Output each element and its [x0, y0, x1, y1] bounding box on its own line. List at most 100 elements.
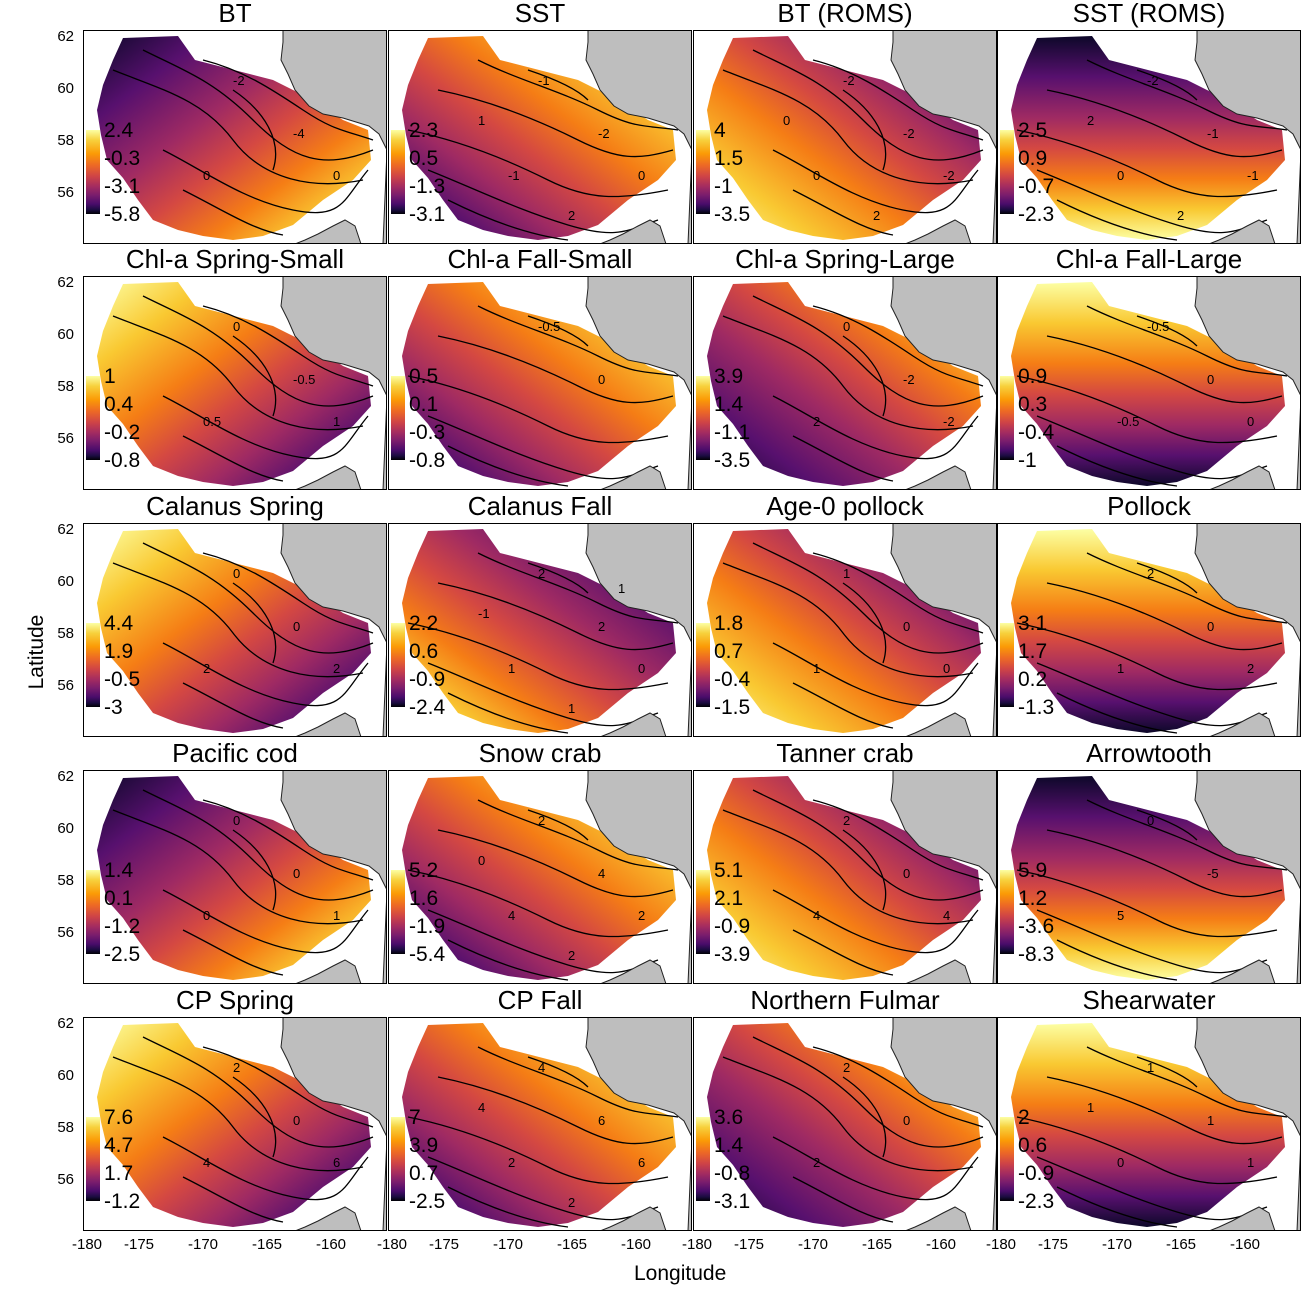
- contour-line: [112, 809, 364, 925]
- contour-label: 1: [618, 581, 625, 596]
- legend-value: 0.5: [409, 147, 439, 170]
- x-tick-label: -165: [1165, 1236, 1197, 1253]
- contour-line: [812, 552, 984, 634]
- contour-line: [752, 1036, 984, 1148]
- contour-label: -2: [943, 168, 955, 183]
- contour-line: [752, 49, 984, 161]
- legend-value: -8.3: [1018, 943, 1055, 966]
- y-tick-label: 58: [57, 378, 74, 395]
- legend-value: -1.2: [104, 915, 141, 938]
- contour-line: [772, 642, 979, 707]
- land-mass: [1194, 770, 1301, 984]
- contour-label: 0: [903, 1113, 910, 1128]
- legend-value: 0.6: [1018, 1134, 1048, 1157]
- legend-colorbar: [696, 1117, 710, 1201]
- map-panel: 2 0 2: [693, 1017, 997, 1231]
- y-tick-label: 62: [57, 768, 74, 785]
- legend-value: 3.9: [714, 365, 744, 388]
- land-mass: [1194, 523, 1301, 737]
- x-tick-label: -180: [71, 1236, 103, 1253]
- contour-label: 2: [203, 661, 210, 676]
- panel-title: CP Spring: [175, 985, 295, 1015]
- anomaly-surface: [97, 1023, 371, 1227]
- contour-line: [792, 682, 894, 729]
- legend-value: -0.3: [409, 421, 446, 444]
- legend-value: 1.2: [1018, 887, 1048, 910]
- contour-line: [447, 939, 569, 981]
- panel-title: SST: [514, 0, 566, 28]
- contour-label: -0.5: [1117, 414, 1139, 429]
- contour-line: [1016, 375, 1278, 444]
- y-tick-label: 60: [57, 820, 74, 837]
- contour-line: [407, 1116, 669, 1185]
- land-mass: [585, 770, 692, 984]
- legend-value: 0.7: [714, 640, 744, 663]
- contour-line: [232, 89, 277, 171]
- contour-line: [202, 59, 374, 141]
- anomaly-surface: [97, 776, 371, 980]
- legend-value: 4.4: [104, 612, 134, 635]
- legend-value: -3.1: [409, 203, 446, 226]
- panel-title: Snow crab: [478, 738, 602, 768]
- legend-colorbar: [696, 130, 710, 214]
- anomaly-surface: [1011, 36, 1285, 240]
- map-panel: -0.5 0 -0.5 0: [997, 276, 1301, 490]
- legend-value: 7.6: [104, 1106, 134, 1129]
- panel-border: [83, 1017, 387, 1231]
- contour-label: 4: [203, 1155, 210, 1170]
- legend-colorbar: [696, 870, 710, 954]
- contour-line: [1086, 59, 1288, 131]
- contour-label: 1: [508, 661, 515, 676]
- contour-label: 0: [233, 319, 240, 334]
- y-tick-label: 56: [57, 677, 74, 694]
- legend-value: -2.5: [409, 1190, 446, 1213]
- contour-label: -2: [903, 372, 915, 387]
- contour-line: [812, 1046, 984, 1128]
- legend-value: -2.3: [1018, 1190, 1055, 1213]
- legend-value: -1.3: [1018, 696, 1055, 719]
- legend-value: 0.3: [1018, 393, 1048, 416]
- contour-label: 4: [813, 908, 820, 923]
- legend-value: -5.4: [409, 943, 446, 966]
- y-tick-label: 62: [57, 1015, 74, 1032]
- x-tick-label: -170: [797, 1236, 829, 1253]
- legend-value: 1: [104, 365, 116, 388]
- contour-label: 1: [1117, 661, 1124, 676]
- anomaly-surface: [1011, 1023, 1285, 1227]
- land-mass: [1194, 1017, 1301, 1231]
- x-tick-label: -165: [556, 1236, 588, 1253]
- legend-value: 1.7: [104, 1162, 134, 1185]
- contour-label: 4: [943, 908, 950, 923]
- contour-label: -1: [1207, 126, 1219, 141]
- contour-label: 1: [478, 113, 485, 128]
- contour-label: 0: [1207, 619, 1214, 634]
- contour-line: [447, 199, 569, 241]
- contour-label: -2: [903, 126, 915, 141]
- contour-label: 0: [903, 866, 910, 881]
- contour-label: 0: [293, 866, 300, 881]
- land-mass: [1194, 30, 1301, 244]
- legend-value: -2.4: [409, 696, 446, 719]
- contour-label: 0: [638, 168, 645, 183]
- contour-label: 2: [873, 208, 880, 223]
- panel-border: [388, 1017, 692, 1231]
- contour-label: 1: [1087, 1100, 1094, 1115]
- legend-colorbar: [391, 623, 405, 707]
- contour-line: [1046, 89, 1283, 158]
- contour-label: 0: [1117, 1155, 1124, 1170]
- panel-title: Pacific cod: [172, 738, 298, 768]
- legend-value: 0.1: [409, 393, 439, 416]
- panel-title: Chl-a Spring-Small: [125, 244, 345, 274]
- contour-label: 2: [1087, 113, 1094, 128]
- contour-label: 6: [333, 1155, 340, 1170]
- contour-line: [1086, 1046, 1288, 1118]
- anomaly-surface: [402, 282, 676, 486]
- x-tick-label: -170: [1101, 1236, 1133, 1253]
- contour-line: [1046, 1076, 1283, 1145]
- contour-label: 0: [1207, 372, 1214, 387]
- legend-colorbar: [1000, 1117, 1014, 1201]
- contour-line: [437, 1076, 674, 1145]
- contour-line: [142, 542, 374, 654]
- contour-label: 4: [508, 908, 515, 923]
- contour-label: -5: [1207, 866, 1219, 881]
